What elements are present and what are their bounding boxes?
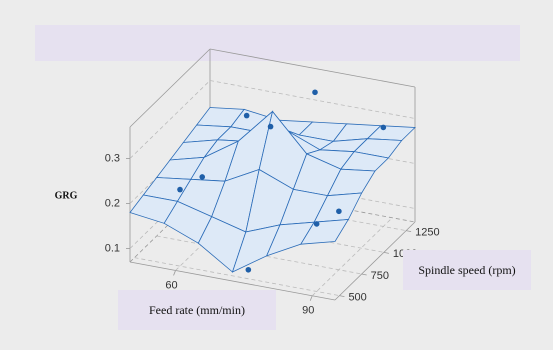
- data-point: [312, 89, 318, 96]
- grid-line: [129, 80, 211, 159]
- data-point: [199, 174, 206, 180]
- tick-mark: [406, 230, 412, 233]
- data-point: [267, 123, 274, 130]
- tick-mark: [361, 273, 367, 276]
- z-tick-label: 0.2: [105, 197, 120, 209]
- z-tick-label: 0.3: [105, 152, 120, 164]
- plot-area: 0.10.20.3609050075010001250: [105, 48, 440, 317]
- data-point: [245, 266, 252, 273]
- surface-patch: [300, 219, 350, 245]
- box-edge: [129, 48, 211, 128]
- z-axis-label: GRG: [55, 190, 78, 201]
- y-label-box: [403, 250, 531, 290]
- y-tick-label: 500: [348, 292, 366, 304]
- y-tick-label: 750: [371, 270, 389, 282]
- x-tick-label: 90: [302, 305, 314, 317]
- tick-mark: [309, 295, 313, 301]
- x-axis-label: Feed rate (mm/min): [149, 303, 245, 317]
- tick-mark: [173, 270, 176, 276]
- y-axis-label: Spindle speed (rpm): [418, 263, 515, 277]
- tick-mark: [339, 295, 345, 298]
- z-tick-label: 0.1: [105, 242, 120, 254]
- tick-mark: [383, 251, 389, 254]
- title-box: [35, 25, 520, 61]
- data-point: [380, 124, 387, 131]
- data-point: [177, 186, 183, 193]
- x-tick-label: 60: [165, 279, 177, 291]
- data-point: [313, 221, 320, 227]
- box-edge: [334, 221, 416, 301]
- x-label-box: [118, 290, 276, 330]
- box-edge: [129, 261, 336, 301]
- data-point: [243, 112, 250, 119]
- y-tick-label: 1250: [415, 227, 439, 239]
- box-edge: [209, 48, 416, 88]
- data-point: [336, 208, 342, 215]
- grid-line: [311, 217, 393, 297]
